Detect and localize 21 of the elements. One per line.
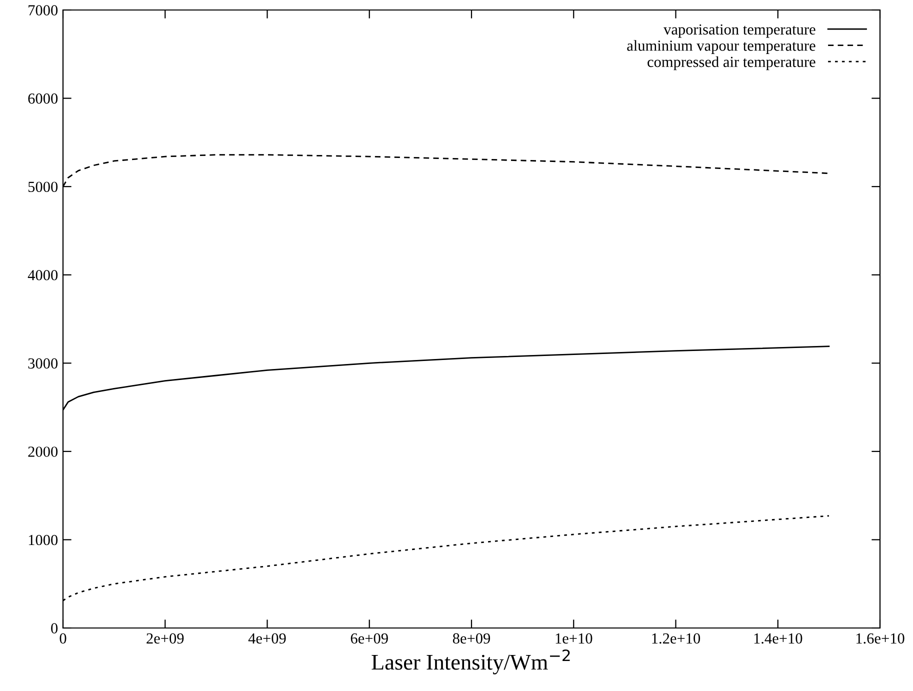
x-tick-label: 2e+09 xyxy=(146,633,184,644)
y-tick-label: 7000 xyxy=(28,5,58,16)
x-tick-label: 4e+09 xyxy=(248,633,286,644)
x-tick-label: 1.2e+10 xyxy=(652,633,700,644)
y-tick-label: 1000 xyxy=(28,534,58,546)
legend-label: compressed air temperature xyxy=(648,56,816,70)
legend-label: aluminium vapour temperature xyxy=(627,40,816,54)
x-tick-label: 1.6e+10 xyxy=(856,633,904,644)
x-tick-label: 8e+09 xyxy=(452,633,490,644)
y-tick-label: 2000 xyxy=(28,446,58,457)
x-tick-label: 1.4e+10 xyxy=(754,633,802,644)
y-tick-label: 0 xyxy=(51,623,58,634)
x-tick-label: 0 xyxy=(60,633,66,644)
x-tick-label: 1e+10 xyxy=(556,633,592,644)
y-tick-label: 6000 xyxy=(28,93,58,104)
legend-label: vaporisation temperature xyxy=(664,24,816,38)
y-tick-label: 3000 xyxy=(28,358,58,369)
x-axis-title: Laser Intensity/Wm$^{−2}$ xyxy=(372,649,570,674)
y-tick-label: 5000 xyxy=(28,182,58,192)
y-tick-label: 4000 xyxy=(28,270,58,280)
x-tick-label: 6e+09 xyxy=(350,633,388,644)
